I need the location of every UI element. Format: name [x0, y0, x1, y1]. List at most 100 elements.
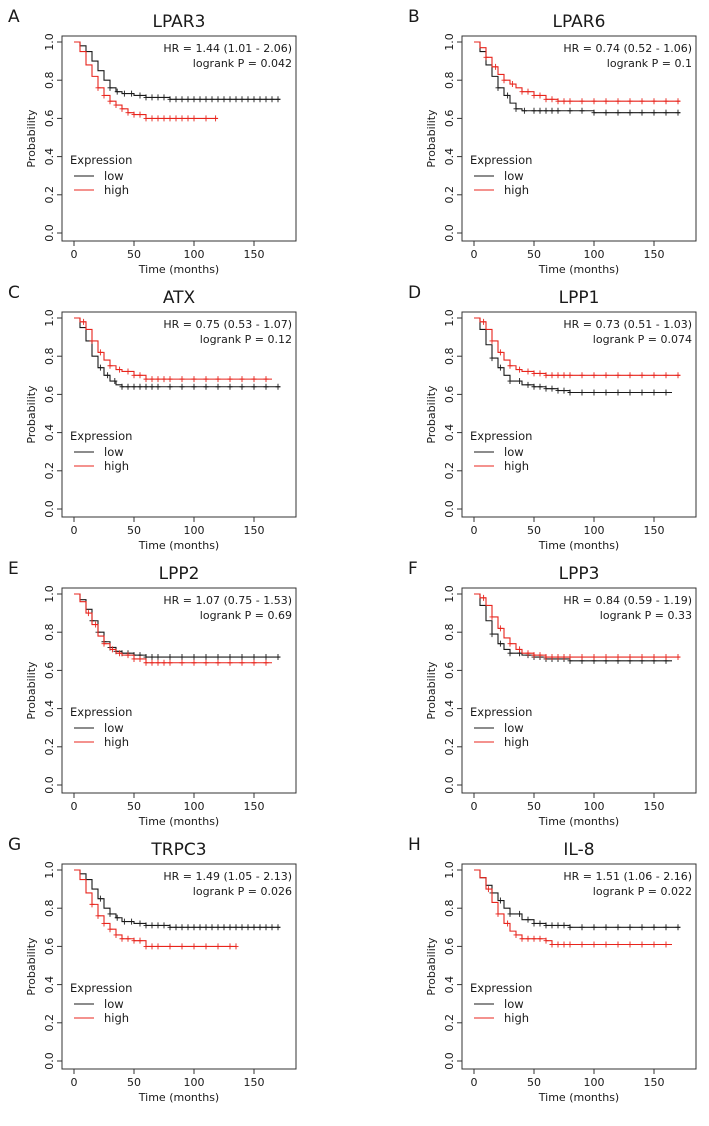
censor-mark-high	[531, 935, 537, 942]
y-axis-label: Probability	[25, 937, 38, 996]
censor-mark-high	[639, 372, 645, 379]
censor-mark-high	[507, 362, 513, 369]
censor-mark-low	[215, 96, 221, 103]
censor-mark-high	[663, 372, 669, 379]
x-tick-label: 100	[584, 1076, 605, 1089]
censor-mark-high	[101, 920, 107, 927]
censor-mark-high	[233, 943, 239, 950]
censor-mark-high	[639, 941, 645, 948]
censor-mark-low	[221, 924, 227, 931]
censor-mark-high	[591, 372, 597, 379]
y-axis-label: Probability	[25, 661, 38, 720]
censor-mark-high	[567, 98, 573, 105]
logrank-p-text: logrank P = 0.074	[593, 333, 692, 346]
censor-mark-low	[105, 372, 111, 379]
x-tick-label: 50	[127, 524, 141, 537]
x-tick-label: 100	[184, 800, 205, 813]
censor-mark-high	[495, 910, 501, 917]
censor-mark-high	[537, 92, 543, 99]
censor-mark-low	[167, 924, 173, 931]
panel-letter: D	[408, 283, 421, 303]
censor-mark-high	[155, 376, 161, 383]
y-tick-label: 0.8	[43, 347, 56, 365]
panel-letter: E	[8, 559, 19, 579]
censor-mark-low	[107, 84, 113, 91]
hazard-ratio-text: HR = 1.44 (1.01 - 2.06)	[163, 42, 292, 55]
censor-mark-high	[591, 98, 597, 105]
censor-mark-high	[155, 115, 161, 122]
censor-mark-low	[251, 383, 257, 390]
censor-mark-low	[627, 109, 633, 116]
y-tick-label: 0.2	[443, 1014, 456, 1032]
censor-mark-low	[149, 94, 155, 101]
y-tick-label: 0.2	[43, 186, 56, 204]
legend-title: Expression	[470, 705, 532, 719]
censor-mark-low	[121, 90, 127, 97]
censor-mark-low	[239, 383, 245, 390]
censor-mark-high	[161, 376, 167, 383]
censor-mark-low	[639, 389, 645, 396]
censor-mark-high	[579, 654, 585, 661]
hazard-ratio-text: HR = 0.73 (0.51 - 1.03)	[563, 318, 692, 331]
censor-mark-high	[485, 886, 491, 893]
y-tick-label: 1.0	[443, 33, 456, 51]
censor-mark-low	[513, 105, 519, 112]
censor-mark-low	[549, 385, 555, 392]
censor-mark-high	[149, 115, 155, 122]
legend-title: Expression	[470, 153, 532, 167]
censor-mark-high	[627, 372, 633, 379]
censor-mark-high	[107, 362, 113, 369]
censor-mark-high	[555, 372, 561, 379]
censor-mark-high	[251, 376, 257, 383]
censor-mark-low	[251, 924, 257, 931]
x-tick-label: 150	[644, 1076, 665, 1089]
censor-mark-low	[143, 94, 149, 101]
censor-mark-high	[591, 941, 597, 948]
censor-mark-low	[121, 918, 127, 925]
censor-mark-low	[197, 924, 203, 931]
censor-mark-high	[203, 943, 209, 950]
censor-mark-high	[497, 625, 503, 632]
panel-letter: F	[408, 559, 418, 579]
censor-mark-high	[143, 115, 149, 122]
x-tick-label: 150	[244, 1076, 265, 1089]
y-tick-label: 0.6	[43, 938, 56, 956]
censor-mark-high	[149, 376, 155, 383]
censor-mark-high	[543, 372, 549, 379]
plot-frame	[461, 35, 697, 242]
censor-mark-low	[137, 920, 143, 927]
censor-mark-low	[639, 924, 645, 931]
censor-mark-high	[615, 941, 621, 948]
censor-mark-low	[185, 96, 191, 103]
censor-mark-high	[579, 372, 585, 379]
censor-mark-high	[567, 654, 573, 661]
censor-mark-low	[275, 654, 281, 661]
legend-title: Expression	[70, 981, 132, 995]
censor-mark-high	[125, 109, 131, 116]
censor-mark-high	[113, 102, 119, 109]
censor-mark-low	[179, 96, 185, 103]
censor-mark-low	[161, 94, 167, 101]
censor-mark-low	[505, 92, 511, 99]
censor-mark-high	[179, 376, 185, 383]
censor-mark-high	[137, 111, 143, 118]
censor-mark-low	[251, 654, 257, 661]
y-tick-label: 0.2	[43, 462, 56, 480]
x-tick-label: 150	[244, 800, 265, 813]
censor-mark-low	[549, 922, 555, 929]
censor-mark-high	[561, 372, 567, 379]
legend-label-low: low	[104, 721, 124, 735]
censor-mark-low	[269, 924, 275, 931]
censor-mark-high	[107, 98, 113, 105]
censor-mark-high	[81, 318, 87, 325]
censor-mark-low	[131, 383, 137, 390]
censor-mark-high	[489, 337, 495, 344]
legend-label-low: low	[504, 721, 524, 735]
censor-mark-high	[131, 655, 137, 662]
legend-title: Expression	[70, 153, 132, 167]
censor-mark-low	[155, 383, 161, 390]
y-tick-label: 0.8	[443, 899, 456, 917]
censor-mark-high	[543, 96, 549, 103]
censor-mark-low	[167, 96, 173, 103]
x-axis-label: Time (months)	[138, 263, 219, 276]
